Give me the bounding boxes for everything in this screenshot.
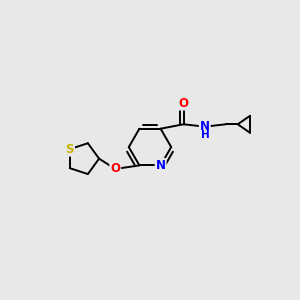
Text: O: O: [178, 97, 189, 110]
Text: S: S: [65, 142, 74, 156]
Text: N: N: [156, 159, 166, 172]
Text: O: O: [110, 162, 120, 176]
Text: H: H: [201, 130, 210, 140]
Text: N: N: [200, 120, 210, 133]
